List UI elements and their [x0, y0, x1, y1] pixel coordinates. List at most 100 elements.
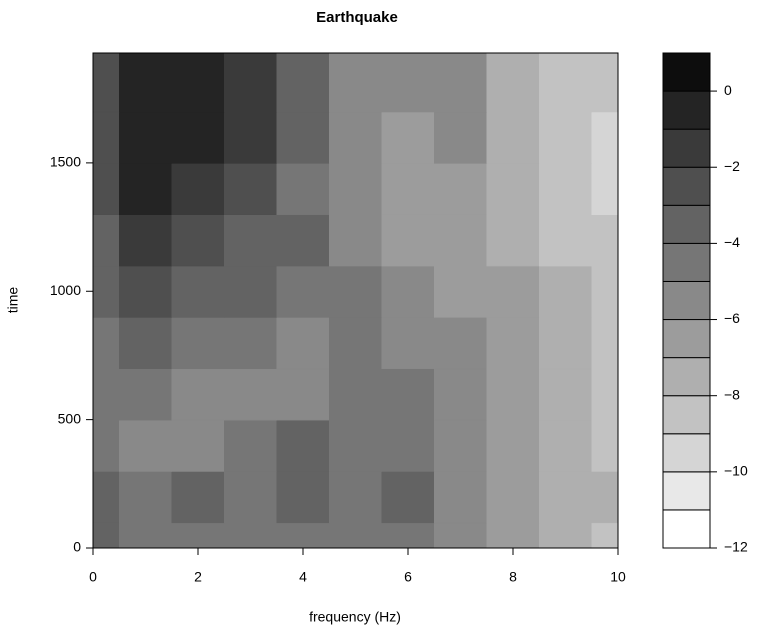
- contour-cell: [434, 265, 487, 318]
- colorbar-swatch: [662, 357, 711, 397]
- colorbar-tick-label: −2: [724, 158, 740, 174]
- contour-cell: [329, 470, 382, 524]
- y-tick-label: 1000: [50, 282, 81, 298]
- contour-cell: [119, 162, 172, 215]
- contour-cell: [119, 470, 172, 524]
- colorbar-swatch: [662, 509, 711, 549]
- contour-cell: [539, 265, 592, 318]
- contour-cell: [93, 368, 120, 421]
- contour-cell: [276, 316, 330, 370]
- colorbar-swatch: [662, 395, 711, 435]
- contour-cell: [276, 265, 330, 318]
- colorbar-tick-label: −12: [724, 539, 748, 555]
- contour-cell: [93, 316, 120, 370]
- contour-cell: [119, 53, 172, 113]
- contour-cell: [276, 470, 330, 524]
- contour-cell: [486, 419, 540, 472]
- contour-cell: [171, 316, 225, 370]
- contour-cell: [329, 368, 382, 421]
- contour-cell: [381, 53, 435, 113]
- contour-cell: [591, 111, 618, 164]
- contour-cell: [224, 162, 277, 215]
- contour-cell: [486, 213, 540, 267]
- contour-cell: [591, 316, 618, 370]
- colorbar-tick-label: 0: [724, 82, 732, 98]
- colorbar-tick-label: −10: [724, 463, 748, 479]
- x-tick-label: 8: [509, 569, 517, 585]
- contour-cell: [224, 470, 277, 524]
- contour-cell: [486, 162, 540, 215]
- contour-cell: [171, 162, 225, 215]
- contour-cell: [591, 522, 618, 548]
- contour-cell: [276, 419, 330, 472]
- contour-cell: [224, 111, 277, 164]
- contour-cell: [486, 316, 540, 370]
- contour-cell: [276, 111, 330, 164]
- contour-cell: [171, 111, 225, 164]
- x-tick-label: 10: [610, 569, 626, 585]
- contour-cell: [329, 213, 382, 267]
- contour-cell: [539, 368, 592, 421]
- y-axis-label: time: [5, 287, 21, 314]
- colorbar-swatch: [662, 319, 711, 359]
- contour-cell: [486, 265, 540, 318]
- contour-cell: [434, 419, 487, 472]
- contour-cell: [224, 368, 277, 421]
- contour-cell: [93, 265, 120, 318]
- x-axis-label: frequency (Hz): [309, 609, 401, 625]
- contour-cell: [381, 316, 435, 370]
- contour-cell: [171, 368, 225, 421]
- contour-cell: [591, 162, 618, 215]
- contour-cell: [119, 316, 172, 370]
- contour-cell: [329, 316, 382, 370]
- contour-cell: [539, 111, 592, 164]
- colorbar-swatch: [662, 471, 711, 511]
- colorbar-swatch: [662, 280, 711, 321]
- contour-cell: [171, 522, 225, 548]
- contour-cell: [224, 213, 277, 267]
- contour-cell: [329, 111, 382, 164]
- contour-cell: [486, 368, 540, 421]
- colorbar-swatch: [662, 242, 711, 282]
- contour-cell: [329, 162, 382, 215]
- contour-cell: [171, 53, 225, 113]
- contour-cell: [539, 419, 592, 472]
- contour-cell: [539, 162, 592, 215]
- contour-cell: [224, 419, 277, 472]
- contour-cell: [591, 265, 618, 318]
- contour-cell: [434, 53, 487, 113]
- contour-cell: [539, 53, 592, 113]
- contour-cell: [119, 419, 172, 472]
- contour-cell: [591, 419, 618, 472]
- contour-cell: [434, 470, 487, 524]
- contour-cell: [539, 316, 592, 370]
- y-tick-label: 1500: [50, 154, 81, 170]
- colorbar-tick-label: −8: [724, 386, 740, 402]
- x-tick-label: 0: [89, 569, 97, 585]
- contour-cell: [591, 368, 618, 421]
- colorbar-swatch: [662, 166, 711, 206]
- contour-cell: [329, 419, 382, 472]
- contour-cell: [591, 53, 618, 113]
- contour-cell: [434, 162, 487, 215]
- chart-title: Earthquake: [316, 9, 398, 26]
- contour-cell: [381, 265, 435, 318]
- contour-cell: [224, 265, 277, 318]
- contour-cell: [486, 111, 540, 164]
- contour-cell: [119, 368, 172, 421]
- contour-cell: [539, 213, 592, 267]
- colorbar-swatch: [662, 90, 711, 130]
- contour-cell: [591, 213, 618, 267]
- contour-cell: [119, 265, 172, 318]
- contour-cell: [381, 213, 435, 267]
- contour-cell: [381, 162, 435, 215]
- x-tick-label: 6: [404, 569, 412, 585]
- contour-cell: [434, 316, 487, 370]
- contour-cell: [276, 522, 330, 548]
- contour-cell: [93, 522, 120, 548]
- contour-cell: [276, 162, 330, 215]
- y-tick-label: 0: [73, 539, 81, 555]
- contour-cell: [381, 368, 435, 421]
- contour-cell: [119, 213, 172, 267]
